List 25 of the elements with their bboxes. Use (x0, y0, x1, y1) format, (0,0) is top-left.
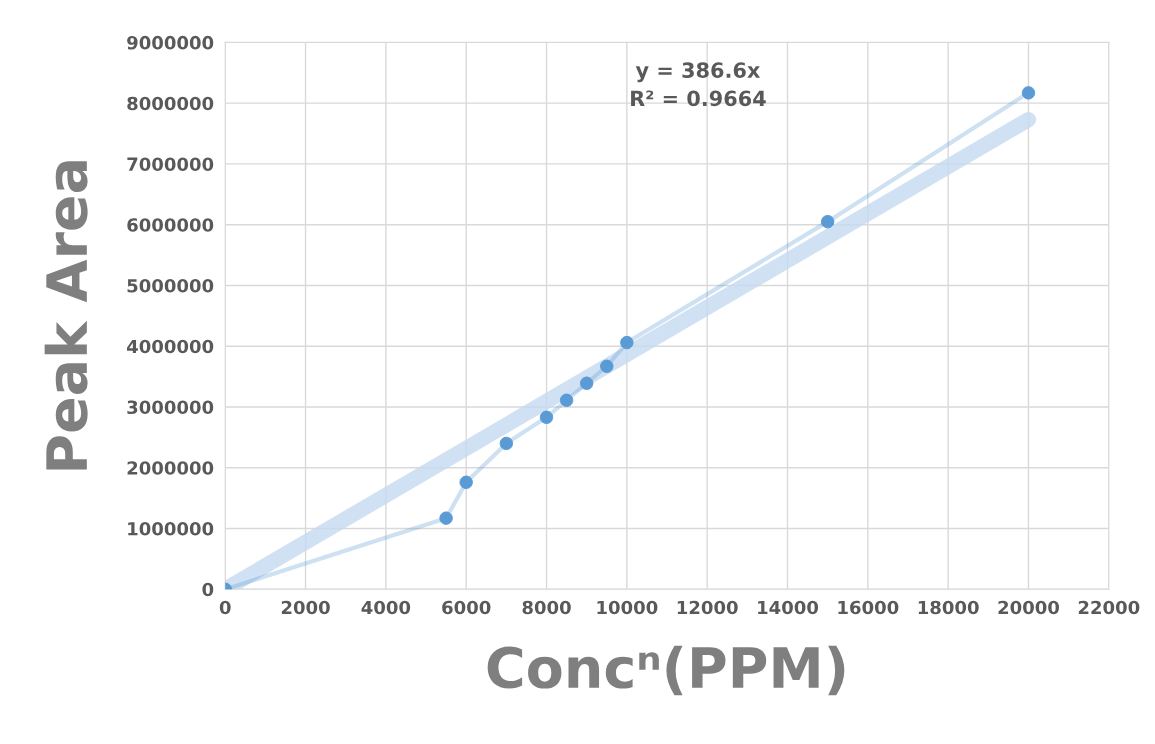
x-tick-label: 6000 (442, 600, 491, 615)
y-tick-label: 0 (202, 582, 214, 597)
x-tick-label: 14000 (758, 600, 819, 615)
y-tick-label: 9000000 (127, 35, 214, 50)
x-tick-label: 20000 (998, 600, 1060, 615)
x-tick-label: 4000 (361, 600, 411, 615)
y-tick-label: 6000000 (127, 218, 214, 232)
y-tick-label: 5000000 (127, 278, 214, 293)
x-tick-label: 0 (219, 600, 231, 615)
annotation: y = 386.6x R² = 0.9664 (631, 62, 766, 107)
y-tick-label: 1000000 (128, 521, 214, 536)
x-axis-title: Concⁿ(PPM) (487, 645, 845, 696)
y-tick-label: 2000000 (127, 461, 214, 475)
x-tick-label: 22000 (1078, 600, 1140, 615)
y-tick-label: 7000000 (127, 157, 214, 172)
x-tick-label: 18000 (918, 600, 979, 615)
y-axis-title: Peak Area (44, 161, 88, 470)
x-tick-label: 8000 (522, 600, 571, 615)
x-tick-label: 2000 (281, 600, 330, 615)
x-tick-label: 10000 (597, 600, 658, 615)
y-tick-label: 3000000 (127, 400, 214, 415)
y-tick-label: 4000000 (126, 339, 214, 354)
y-tick-label: 8000000 (127, 96, 214, 111)
x-tick-label: 16000 (838, 600, 899, 615)
x-tick-label: 12000 (677, 600, 738, 615)
